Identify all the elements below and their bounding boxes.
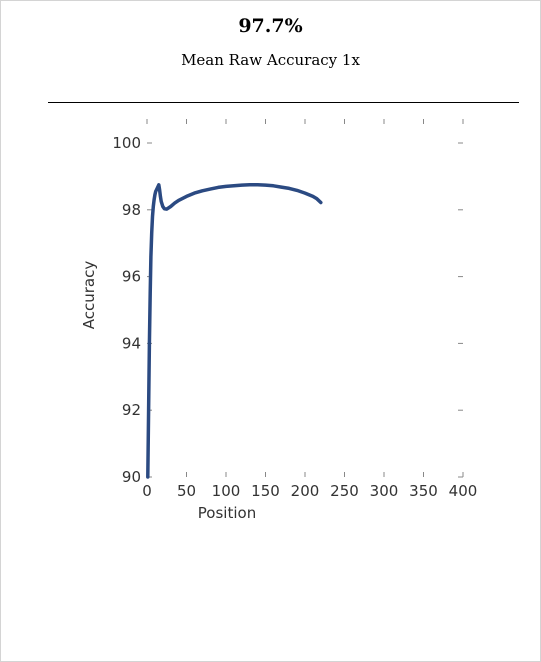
x-tick-marks-top	[146, 119, 464, 124]
y-tick-label: 98	[122, 201, 141, 219]
y-tick-label: 96	[122, 268, 141, 286]
x-tick-label: 0	[142, 482, 152, 500]
series-line-accuracy	[146, 183, 323, 479]
y-tick-labels: 90 92 94 96 98 100	[112, 134, 141, 486]
x-tick-labels: 0 50 100 150 200 250 300 350 400	[142, 482, 477, 500]
x-tick-label: 300	[370, 482, 399, 500]
x-tick-label: 250	[330, 482, 359, 500]
y-tick-label: 94	[122, 334, 141, 352]
x-tick-label: 50	[177, 482, 196, 500]
y-tick-label: 100	[112, 134, 141, 152]
headline-value: 97.7%	[238, 15, 303, 37]
x-axis-label: Position	[198, 504, 256, 522]
y-tick-marks-right	[458, 142, 463, 478]
x-tick-label: 350	[409, 482, 438, 500]
y-tick-label: 90	[122, 468, 141, 486]
x-tick-marks-bottom	[146, 472, 464, 477]
x-tick-label: 400	[449, 482, 478, 500]
y-axis-label: Accuracy	[80, 261, 98, 330]
divider	[48, 102, 519, 103]
x-tick-label: 200	[291, 482, 320, 500]
y-tick-label: 92	[122, 401, 141, 419]
x-tick-label: 150	[251, 482, 280, 500]
headline-subtitle: Mean Raw Accuracy 1x	[181, 51, 360, 69]
x-tick-label: 100	[212, 482, 241, 500]
